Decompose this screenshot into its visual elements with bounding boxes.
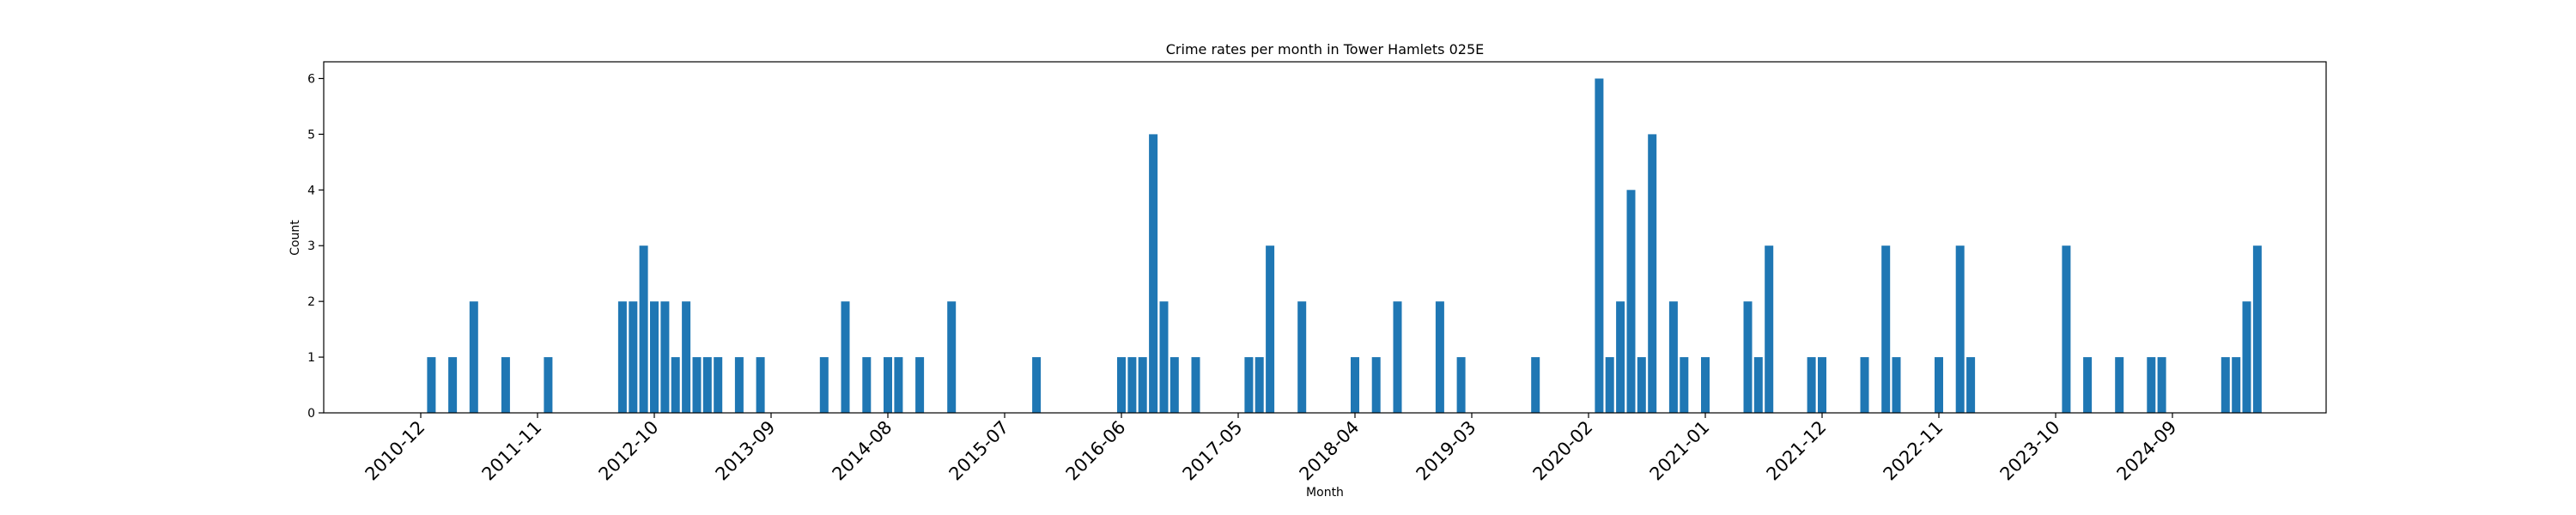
bar <box>1170 357 1179 413</box>
bar <box>1818 357 1826 413</box>
bar <box>617 301 627 413</box>
bar <box>1680 357 1689 413</box>
bar <box>448 357 458 413</box>
bar <box>1191 357 1200 413</box>
bar <box>650 301 659 413</box>
bar <box>2232 357 2241 413</box>
bar <box>2083 357 2093 413</box>
y-tick-label: 3 <box>307 239 315 253</box>
bar <box>1637 357 1646 413</box>
bar <box>1351 357 1359 413</box>
bar <box>1935 357 1943 413</box>
bar <box>714 357 723 413</box>
bar <box>629 301 638 413</box>
bar <box>2157 357 2166 413</box>
bar <box>915 357 925 413</box>
bar <box>1297 301 1307 413</box>
y-tick-label: 5 <box>307 128 315 142</box>
y-axis-label: Count <box>289 220 302 256</box>
bar <box>1032 357 1042 413</box>
bar <box>2242 301 2251 413</box>
bar <box>639 245 648 413</box>
bar <box>1955 245 1965 413</box>
bar <box>2221 357 2230 413</box>
bar <box>1753 357 1763 413</box>
bar <box>862 357 872 413</box>
bar <box>2252 245 2262 413</box>
bar <box>1765 245 1774 413</box>
bar <box>1244 357 1254 413</box>
x-axis-label: Month <box>1306 486 1344 500</box>
bar <box>1456 357 1466 413</box>
bar <box>1605 357 1614 413</box>
y-tick-label: 0 <box>307 407 315 421</box>
bar <box>682 301 691 413</box>
bar <box>469 301 478 413</box>
y-tick-label: 4 <box>307 184 315 197</box>
bar <box>1807 357 1816 413</box>
bar <box>947 301 957 413</box>
y-axis: 0 1 2 3 4 5 6 <box>307 72 324 421</box>
bar <box>841 301 850 413</box>
bar <box>1626 190 1636 414</box>
bar <box>1860 357 1869 413</box>
bar <box>427 357 436 413</box>
bar <box>1127 357 1137 413</box>
bar <box>1393 301 1402 413</box>
bar <box>1881 245 1891 413</box>
bar <box>1616 301 1625 413</box>
bar <box>1371 357 1381 413</box>
bar <box>692 357 702 413</box>
bar <box>884 357 892 413</box>
bar <box>1701 357 1710 413</box>
bar <box>1159 301 1169 413</box>
bar <box>1149 134 1158 413</box>
chart-title: Crime rates per month in Tower Hamlets 0… <box>1166 41 1484 58</box>
bar <box>1117 357 1126 413</box>
bar <box>819 357 829 413</box>
bar <box>501 357 510 413</box>
bar <box>1648 134 1657 413</box>
bar <box>1668 301 1678 413</box>
bar <box>671 357 680 413</box>
bar <box>1138 357 1147 413</box>
bar <box>2062 245 2071 413</box>
bar <box>894 357 903 413</box>
bar <box>1595 78 1604 413</box>
bar <box>660 301 670 413</box>
y-tick-label: 1 <box>307 351 315 365</box>
bar <box>1966 357 1976 413</box>
bar <box>544 357 553 413</box>
bar <box>2115 357 2124 413</box>
bar <box>1255 357 1264 413</box>
y-tick-label: 6 <box>307 72 315 86</box>
bar <box>1531 357 1540 413</box>
bars-group <box>427 78 2262 414</box>
bar <box>1435 301 1444 413</box>
bar <box>1743 301 1753 413</box>
bar <box>1892 357 1901 413</box>
y-tick-label: 2 <box>307 295 315 309</box>
bar <box>702 357 712 413</box>
plot-frame <box>323 61 2327 414</box>
bar <box>2147 357 2156 413</box>
bar <box>734 357 744 413</box>
bar <box>756 357 765 413</box>
bar <box>1266 245 1275 413</box>
